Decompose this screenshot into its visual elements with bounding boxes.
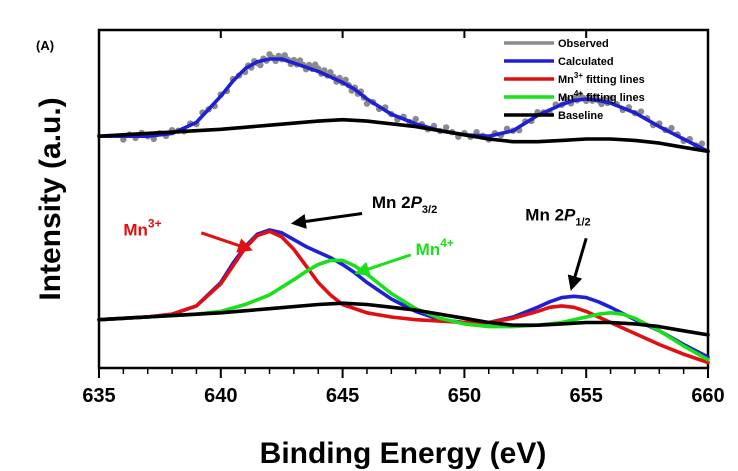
x-axis-ticks: 635 640 645 650 655 660 bbox=[82, 30, 725, 407]
annotation-italic: P bbox=[411, 193, 423, 212]
series-layer bbox=[97, 51, 710, 365]
series-calculated-line bbox=[97, 57, 710, 154]
series-baseline-line bbox=[97, 301, 710, 337]
x-tick-label: 655 bbox=[570, 385, 603, 407]
annotation-arrow bbox=[200, 231, 253, 253]
annotation-arrow bbox=[290, 212, 363, 229]
legend-label-main: Baseline bbox=[558, 110, 603, 122]
annotation-text: Mn 2 bbox=[372, 193, 411, 212]
legend-label-suffix: fitting lines bbox=[583, 92, 645, 104]
x-tick-label: 640 bbox=[204, 385, 237, 407]
observed-point bbox=[327, 69, 334, 76]
legend-label-main: Observed bbox=[558, 38, 609, 50]
observed-point bbox=[637, 108, 645, 115]
annotation-subscript: 1/2 bbox=[575, 216, 590, 228]
legend-label-sup: 3+ bbox=[574, 71, 583, 80]
annotation-italic: P bbox=[564, 205, 576, 224]
observed-point bbox=[607, 95, 614, 102]
annotation-label: Mn3+ bbox=[123, 217, 161, 240]
panel-label: (A) bbox=[36, 38, 54, 53]
x-tick-label: 635 bbox=[82, 385, 115, 407]
legend-label: Mn3+ fitting lines bbox=[558, 71, 645, 86]
plot-frame bbox=[97, 28, 710, 370]
series-baseline-line bbox=[97, 117, 710, 154]
observed-point bbox=[668, 124, 675, 132]
legend-label-main: Mn bbox=[558, 92, 574, 104]
legend-label: Baseline bbox=[558, 110, 603, 122]
x-tick-label: 660 bbox=[691, 385, 724, 407]
annotation-label: Mn 2P3/2 bbox=[372, 193, 437, 216]
observed-point bbox=[412, 115, 419, 123]
legend-label: Calculated bbox=[558, 56, 614, 68]
legend-label-main: Calculated bbox=[558, 56, 614, 68]
y-axis-title: Intensity (a.u.) bbox=[34, 97, 67, 300]
annotation-label: Mn4+ bbox=[416, 236, 454, 259]
x-axis-title: Binding Energy (eV) bbox=[260, 437, 547, 470]
series-calculated-line bbox=[97, 228, 710, 359]
annotation-superscript: 3+ bbox=[148, 217, 162, 231]
observed-point bbox=[442, 124, 450, 131]
legend-label: Observed bbox=[558, 38, 609, 50]
legend-label: Mn4+ fitting lines bbox=[558, 89, 645, 104]
legend-label-suffix: fitting lines bbox=[583, 74, 645, 86]
observed-point bbox=[698, 140, 706, 147]
annotation-text: Mn 2 bbox=[525, 205, 564, 224]
annotation-subscript: 3/2 bbox=[422, 204, 437, 216]
annotation-superscript: 4+ bbox=[440, 236, 454, 250]
annotation-label: Mn 2P1/2 bbox=[525, 205, 590, 228]
x-tick-label: 650 bbox=[448, 385, 481, 407]
annotation-text: Mn bbox=[416, 240, 441, 259]
observed-point bbox=[257, 61, 264, 69]
legend-label-main: Mn bbox=[558, 74, 574, 86]
x-tick-label: 645 bbox=[326, 385, 359, 407]
series-mn3-fitting-lines-line bbox=[97, 229, 710, 365]
legend-label-sup: 4+ bbox=[574, 89, 583, 98]
annotation-arrow bbox=[354, 253, 412, 277]
annotation-text: Mn bbox=[123, 221, 148, 240]
annotation-arrow bbox=[567, 237, 588, 291]
